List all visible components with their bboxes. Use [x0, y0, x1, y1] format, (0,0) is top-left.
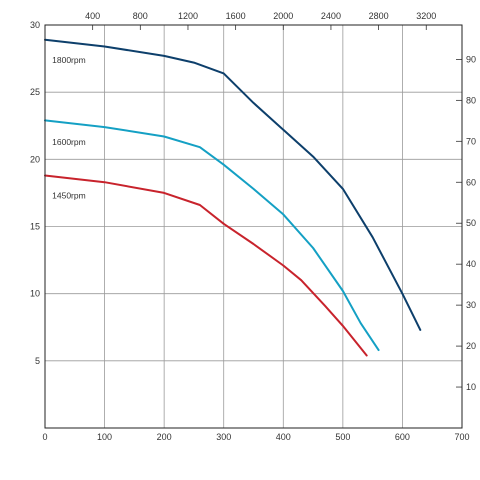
- x-top-tick-label: 3200: [416, 11, 436, 21]
- y-left-tick-label: 30: [30, 20, 40, 30]
- x-bottom-tick-label: 500: [335, 432, 350, 442]
- x-top-tick-label: 1600: [226, 11, 246, 21]
- x-bottom-tick-label: 700: [454, 432, 469, 442]
- series-line-1600rpm: [44, 119, 380, 352]
- y-left-tick-label: 20: [30, 154, 40, 164]
- x-bottom-tick-label: 0: [42, 432, 47, 442]
- x-top-tick-label: 400: [85, 11, 100, 21]
- y-right-tick-label: 90: [466, 54, 476, 64]
- series-label-1450rpm: 1450rpm: [52, 191, 86, 201]
- x-bottom-tick-label: 400: [276, 432, 291, 442]
- grid-layer: [45, 25, 462, 428]
- x-bottom-tick-label: 200: [157, 432, 172, 442]
- x-top-tick-label: 2800: [369, 11, 389, 21]
- series-line-1450rpm: [44, 174, 368, 357]
- y-right-tick-label: 80: [466, 95, 476, 105]
- y-right-tick-label: 70: [466, 136, 476, 146]
- x-top-tick-label: 2000: [273, 11, 293, 21]
- plot-frame: [44, 24, 463, 429]
- y-right-tick-label: 20: [466, 341, 476, 351]
- y-left-tick-label: 15: [30, 222, 40, 232]
- y-right-tick-label: 50: [466, 218, 476, 228]
- series-label-1800rpm: 1800rpm: [52, 55, 86, 65]
- y-left-tick-label: 25: [30, 87, 40, 97]
- curve-layer: [44, 38, 422, 357]
- x-top-tick-label: 1200: [178, 11, 198, 21]
- x-bottom-tick-label: 600: [395, 432, 410, 442]
- x-bottom-tick-label: 300: [216, 432, 231, 442]
- y-right-tick-label: 10: [466, 382, 476, 392]
- y-right-tick-label: 30: [466, 300, 476, 310]
- series-line-1800rpm: [44, 38, 422, 331]
- y-right-tick-label: 40: [466, 259, 476, 269]
- y-left-tick-label: 10: [30, 289, 40, 299]
- x-top-tick-label: 800: [133, 11, 148, 21]
- x-bottom-tick-label: 100: [97, 432, 112, 442]
- x-top-tick-label: 2400: [321, 11, 341, 21]
- y-right-tick-label: 60: [466, 177, 476, 187]
- series-label-1600rpm: 1600rpm: [52, 137, 86, 147]
- label-layer: 0 100 200 300 400 500 600 700 400 800 1200 1600 2000…: [30, 11, 476, 442]
- y-left-tick-label: 5: [35, 356, 40, 366]
